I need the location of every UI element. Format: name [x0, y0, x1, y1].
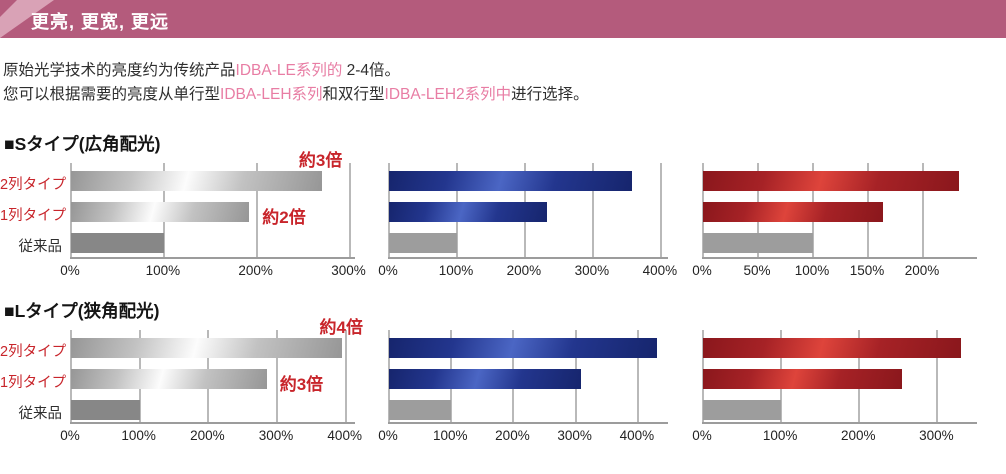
x-axis-line	[388, 257, 668, 259]
x-tick-label: 100%	[145, 263, 181, 278]
plot-area: 2列タイプ 1列タイプ従来品 約3倍約2倍	[0, 151, 355, 259]
bar-1列タイプ	[71, 202, 250, 222]
x-axis-line	[388, 422, 668, 424]
x-tick-label: 200%	[840, 428, 876, 443]
gridline	[936, 330, 939, 424]
gridline	[344, 330, 347, 424]
plot-area	[702, 163, 977, 259]
bar-2列タイプ	[389, 171, 633, 191]
plot-area	[388, 163, 668, 259]
bar-2列タイプ	[71, 338, 343, 358]
x-tick-label: 300%	[557, 428, 592, 443]
category-label-2列タイプ: 2列タイプ	[0, 177, 67, 193]
plot-area	[388, 330, 668, 424]
x-tick-label: 0%	[692, 428, 712, 443]
bar-1列タイプ	[389, 202, 548, 222]
category-label-1列タイプ: 1列タイプ	[0, 375, 67, 391]
intro-text: 和双行型	[322, 86, 385, 103]
section-title-s-type: ■Sタイプ(広角配光)	[4, 134, 161, 154]
series-name-highlight: IDBA-LEH2系列中	[384, 86, 512, 103]
gridline	[255, 163, 258, 259]
x-tick-label: 200%	[238, 263, 273, 278]
category-label-従来品: 従来品	[18, 239, 63, 255]
x-tick-label: 100%	[438, 263, 474, 278]
chart-l-narrow-gray: 2列タイプ 1列タイプ従来品 約4倍約3倍 0% 100% 200% 300% 400%	[0, 318, 363, 446]
x-axis-line	[70, 422, 355, 424]
intro-line-2: 您可以根据需要的亮度从单行型IDBA-LEH系列和双行型IDBA-LEH2系列中…	[3, 84, 589, 106]
x-tick-label: 100%	[762, 428, 798, 443]
x-axis-line	[70, 257, 355, 259]
page-title: 更亮, 更宽, 更远	[31, 12, 170, 32]
gridline	[636, 330, 639, 424]
bar-2列タイプ	[703, 171, 960, 191]
x-tick-label: 400%	[619, 428, 655, 443]
x-tick-label: 150%	[849, 263, 885, 278]
gridline	[591, 163, 594, 259]
plot-area: 2列タイプ 1列タイプ従来品 約4倍約3倍	[0, 318, 363, 424]
x-axis-line	[702, 422, 977, 424]
annotation-約3倍: 約3倍	[279, 375, 324, 394]
intro-line-1: 原始光学技术的亮度约为传统产品IDBA-LE系列的 2-4倍。	[3, 60, 400, 82]
x-tick-label: 0%	[378, 428, 398, 443]
bar-従来品	[703, 400, 782, 420]
series-name-highlight: IDBA-LEH系列	[220, 86, 323, 103]
intro-text: 进行选择。	[511, 86, 589, 103]
x-tick-label: 0%	[692, 263, 712, 278]
bar-従来品	[389, 233, 457, 253]
chart-s-wide-red: 0% 50% 100% 150% 200%	[692, 163, 977, 281]
bar-1列タイプ	[389, 369, 581, 389]
annotation-約2倍: 約2倍	[262, 208, 306, 227]
x-tick-label: 100%	[794, 263, 830, 278]
gridline	[348, 163, 351, 259]
x-tick-label: 0%	[60, 263, 80, 278]
gridline	[276, 330, 279, 424]
bar-従来品	[71, 400, 140, 420]
series-name-highlight: IDBA-LE系列的	[235, 62, 343, 79]
gridline	[659, 163, 662, 259]
x-tick-label: 300%	[258, 428, 294, 443]
x-tick-label: 300%	[919, 428, 954, 443]
x-tick-label: 50%	[743, 263, 771, 278]
annotation-約4倍: 約4倍	[319, 318, 363, 337]
x-tick-label: 100%	[121, 428, 156, 443]
chart-s-wide-blue: 0% 100% 200% 300% 400%	[378, 163, 677, 281]
x-tick-label: 400%	[327, 428, 362, 443]
x-tick-label: 0%	[378, 263, 398, 278]
chart-s-wide-gray: 2列タイプ 1列タイプ従来品 約3倍約2倍 0% 100% 200% 300%	[0, 151, 366, 281]
bar-1列タイプ	[703, 202, 884, 222]
x-axis-line	[702, 257, 977, 259]
category-label-2列タイプ: 2列タイプ	[0, 344, 67, 360]
bar-1列タイプ	[703, 369, 903, 389]
chart-l-narrow-blue: 0% 100% 200% 300% 400%	[378, 330, 668, 446]
intro-text: 原始光学技术的亮度约为传统产品	[3, 62, 236, 79]
x-tick-label: 400%	[642, 263, 678, 278]
intro-text: 您可以根据需要的亮度从单行型	[3, 86, 221, 103]
x-tick-label: 200%	[495, 428, 530, 443]
bar-2列タイプ	[71, 171, 322, 191]
x-tick-label: 200%	[190, 428, 225, 443]
bar-1列タイプ	[71, 369, 267, 389]
x-tick-label: 200%	[506, 263, 542, 278]
x-tick-label: 100%	[432, 428, 468, 443]
annotation-約3倍: 約3倍	[298, 151, 343, 170]
gridline	[922, 163, 924, 259]
bar-従来品	[703, 233, 813, 253]
plot-area	[702, 330, 977, 424]
x-tick-label: 300%	[574, 263, 610, 278]
chart-l-narrow-red: 0% 100% 200% 300%	[692, 330, 977, 446]
category-label-1列タイプ: 1列タイプ	[0, 208, 67, 224]
x-tick-label: 300%	[331, 263, 366, 278]
x-tick-label: 0%	[60, 428, 80, 443]
bar-2列タイプ	[389, 338, 657, 358]
category-label-従来品: 従来品	[18, 406, 63, 422]
bar-従来品	[389, 400, 452, 420]
bar-2列タイプ	[703, 338, 961, 358]
x-tick-label: 200%	[904, 263, 940, 278]
section-title-l-type: ■Lタイプ(狭角配光)	[4, 301, 160, 321]
header-banner: 更亮, 更宽, 更远	[0, 0, 1006, 38]
bar-従来品	[71, 233, 164, 253]
intro-text: 2-4倍。	[342, 62, 401, 79]
